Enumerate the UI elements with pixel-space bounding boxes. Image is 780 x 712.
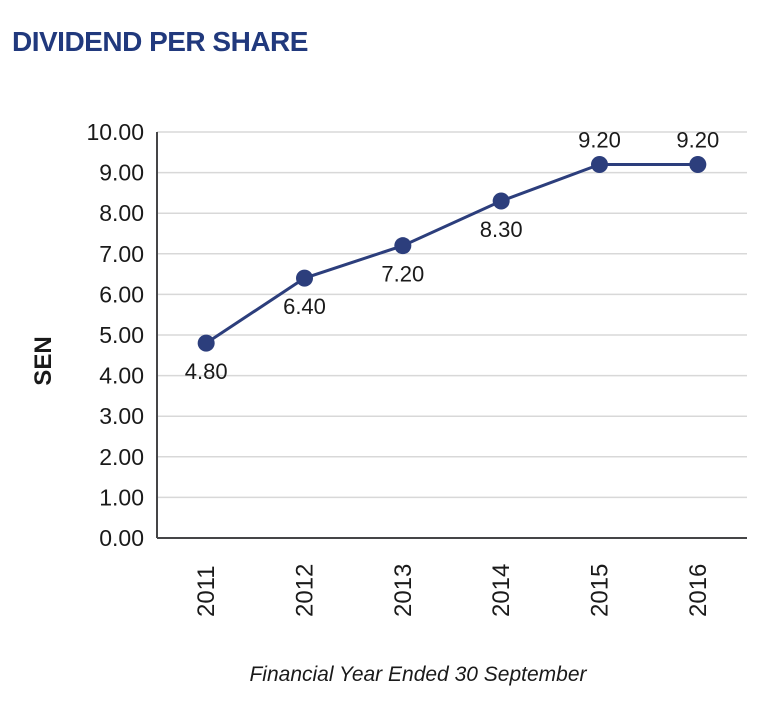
- y-axis-title: SEN: [30, 336, 57, 385]
- data-point: [689, 155, 707, 173]
- y-tick-label: 0.00: [99, 525, 144, 551]
- data-point: [591, 155, 608, 173]
- data-labels: 4.80 6.40 7.20 8.30 9.20 9.20: [185, 127, 719, 384]
- y-tick-label: 5.00: [99, 322, 144, 348]
- data-label: 8.30: [480, 217, 523, 242]
- y-tick-label: 2.00: [99, 444, 144, 470]
- y-tick-label: 1.00: [99, 484, 144, 510]
- y-axis-tick-labels: 0.00 1.00 2.00 3.00 4.00 5.00 6.00 7.00 8.00 9.00…: [86, 119, 144, 551]
- y-tick-label: 4.00: [99, 363, 144, 389]
- data-point: [296, 269, 313, 287]
- x-tick-label: 2015: [587, 564, 614, 617]
- data-label: 4.80: [185, 359, 228, 384]
- x-tick-label: 2016: [685, 564, 712, 617]
- data-label: 7.20: [381, 262, 424, 287]
- data-point: [492, 192, 510, 210]
- x-tick-label: 2014: [488, 564, 515, 617]
- y-tick-label: 7.00: [99, 241, 144, 267]
- x-axis-caption: Financial Year Ended 30 September: [249, 663, 587, 686]
- data-point: [394, 237, 412, 255]
- chart-title: DIVIDEND PER SHARE: [12, 26, 308, 57]
- data-series: [197, 155, 707, 352]
- x-tick-label: 2013: [390, 564, 417, 617]
- x-tick-label: 2012: [292, 564, 319, 617]
- y-tick-label: 10.00: [86, 119, 144, 145]
- x-axis-tick-labels: 2011 2012 2013 2014 2015 2016: [193, 564, 712, 617]
- data-point: [197, 334, 215, 352]
- x-tick-label: 2011: [193, 565, 220, 617]
- y-tick-label: 6.00: [99, 281, 144, 307]
- y-tick-label: 9.00: [99, 160, 144, 186]
- data-label: 6.40: [283, 294, 326, 319]
- y-tick-label: 3.00: [99, 403, 144, 429]
- series-line: [205, 162, 698, 345]
- axes: [156, 132, 747, 539]
- data-label: 9.20: [676, 127, 719, 152]
- y-tick-label: 8.00: [99, 200, 144, 226]
- grid-lines: [157, 131, 747, 499]
- data-label: 9.20: [578, 127, 621, 152]
